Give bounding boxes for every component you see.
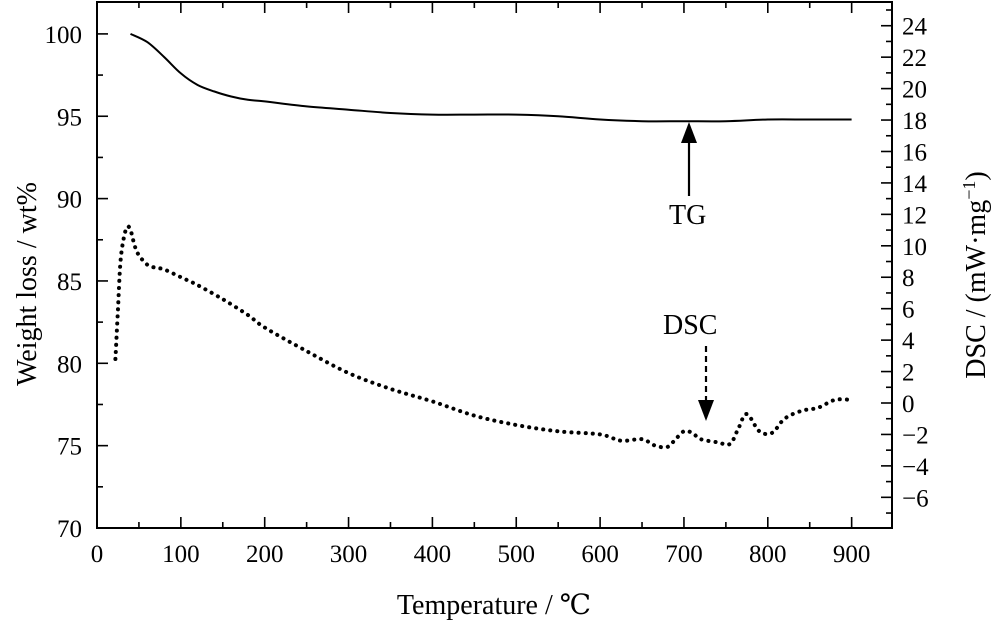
y-right-tick-label: 24: [902, 14, 928, 41]
y-left-tick-label: 70: [57, 516, 82, 543]
y-left-tick-label: 85: [57, 269, 82, 296]
y-left-axis-title: Weight loss / wt%: [12, 182, 43, 386]
y-right-axis-title-close: ): [961, 171, 992, 180]
x-tick-label: 800: [749, 541, 787, 568]
y-right-tick-label: 22: [902, 45, 927, 72]
x-tick-label: 500: [498, 541, 536, 568]
y-right-tick-label: 0: [902, 391, 915, 418]
y-left-tick-label: 80: [57, 351, 82, 378]
y-right-axis-title-main: DSC / (mW·mg: [961, 200, 992, 379]
y-right-tick-label: 20: [902, 77, 927, 104]
x-tick-label: 100: [162, 541, 200, 568]
y-right-tick-label: 12: [902, 202, 927, 229]
y-left-tick-label: 100: [45, 22, 83, 49]
x-tick-label: 0: [91, 541, 104, 568]
y-right-tick-label: 10: [902, 234, 927, 261]
y-left-tick-label: 75: [57, 434, 82, 461]
y-right-tick-label: 4: [902, 328, 915, 355]
y-right-tick-label: −6: [902, 485, 929, 512]
x-tick-label: 600: [581, 541, 619, 568]
axis-ticks: [96, 2, 892, 529]
y-right-tick-label: 18: [902, 108, 927, 135]
y-right-axis-title-superscript: −1: [959, 181, 979, 200]
y-right-tick-label: 14: [902, 171, 928, 198]
dsc-curve: [113, 224, 854, 450]
dsc-arrow-head: [698, 400, 714, 421]
x-tick-label: 300: [330, 541, 368, 568]
y-right-tick-label: 8: [902, 265, 915, 292]
axis-tick-labels: 0 100 200 300 400 500 600 700 800 900707580859095…: [45, 14, 930, 568]
y-left-tick-label: 95: [57, 104, 82, 131]
tg-curve: [130, 32, 852, 123]
y-right-axis-title: DSC / (mW·mg−1): [959, 171, 992, 378]
x-tick-label: 400: [414, 541, 452, 568]
dsc-annotation-label: DSC: [663, 310, 717, 341]
x-axis-title: Temperature / ℃: [397, 590, 591, 621]
plot-frame: [96, 1, 893, 529]
x-tick-label: 700: [665, 541, 703, 568]
y-right-tick-label: 6: [902, 297, 915, 324]
y-left-tick-label: 90: [57, 187, 82, 214]
y-right-tick-label: −4: [902, 454, 929, 481]
tg-annotation-label: TG: [669, 200, 706, 231]
y-right-tick-label: 16: [902, 139, 927, 166]
y-right-tick-label: 2: [902, 360, 915, 387]
tg-arrow-head: [681, 122, 697, 143]
x-tick-label: 900: [833, 541, 871, 568]
x-tick-label: 200: [246, 541, 284, 568]
y-right-tick-label: −2: [902, 422, 929, 449]
